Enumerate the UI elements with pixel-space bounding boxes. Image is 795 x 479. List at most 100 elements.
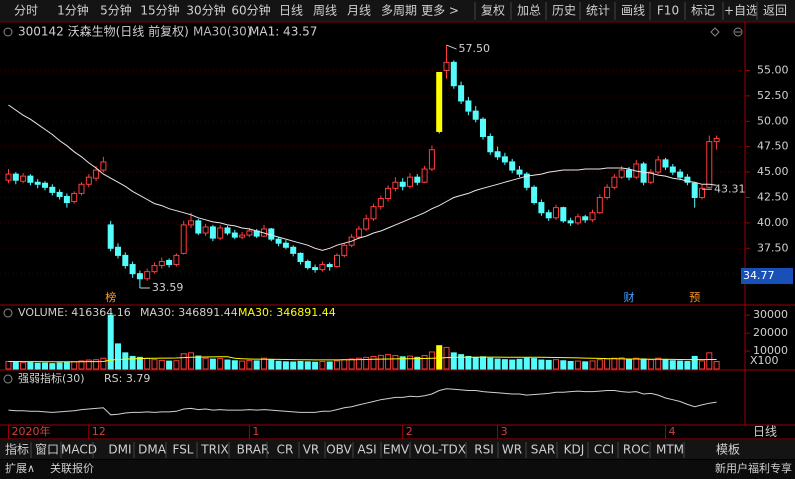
toolbar-action[interactable]: F10: [657, 4, 679, 18]
footer-promo[interactable]: 新用户福利专享: [715, 461, 792, 475]
candle-body: [706, 141, 713, 188]
toolbar-tab[interactable]: 多周期: [381, 4, 417, 18]
candle-body: [129, 264, 136, 275]
toolbar-action[interactable]: 返回: [763, 4, 787, 18]
candle-body: [538, 202, 545, 214]
candle-body: [42, 182, 48, 188]
x-tick-label: 4: [669, 425, 676, 438]
candle-body: [71, 192, 78, 203]
indicator-tab[interactable]: OBV: [326, 443, 352, 457]
candle-body: [699, 187, 705, 198]
candle-body: [545, 212, 552, 219]
indicator-tab[interactable]: VOL-TDX: [414, 443, 466, 457]
indicator-tab[interactable]: TRIX: [200, 443, 228, 457]
candle-body: [282, 242, 289, 248]
footer-link[interactable]: 关联报价: [50, 461, 94, 475]
indicator-tab[interactable]: MACD: [61, 443, 97, 457]
candle-body: [596, 196, 603, 214]
toolbar-tab[interactable]: 更多 >: [421, 4, 459, 18]
event-marker[interactable]: 预: [689, 291, 700, 304]
toolbar-tab[interactable]: 30分钟: [186, 3, 225, 18]
candle-body: [180, 224, 187, 254]
volume-bar: [188, 352, 194, 370]
candle-body: [224, 227, 231, 234]
volume-bar: [129, 355, 136, 370]
toolbar-tab[interactable]: 分时: [14, 4, 38, 18]
event-marker[interactable]: 榜: [105, 290, 116, 304]
volume-bar: [275, 360, 282, 370]
volume-title: VOLUME: 416364.16: [18, 306, 131, 319]
indicator-tab[interactable]: WR: [502, 443, 522, 457]
volume-bar: [282, 361, 289, 370]
volume-bar: [341, 359, 348, 370]
candle-body: [158, 260, 165, 267]
toolbar-action[interactable]: 标记: [691, 4, 715, 18]
volume-bar: [647, 359, 654, 370]
y-tick-label: 50.00: [757, 114, 789, 127]
annotation-leader: [446, 44, 457, 50]
volume-bar: [706, 352, 713, 370]
volume-bar: [217, 358, 224, 370]
toolbar-action[interactable]: 加总: [517, 4, 541, 18]
volume-bar: [180, 353, 187, 370]
indicator-tab[interactable]: FSL: [173, 443, 194, 457]
volume-bar: [319, 360, 326, 370]
indicator-tab[interactable]: MTM: [656, 443, 684, 457]
indicator-tab[interactable]: VR: [303, 443, 320, 457]
indicator-tab[interactable]: SAR: [531, 443, 555, 457]
menu-icon[interactable]: [3, 308, 13, 318]
diamond-icon[interactable]: [710, 27, 720, 37]
toolbar-action[interactable]: 统计: [586, 4, 610, 18]
candle-body: [647, 171, 654, 183]
indicator-tab[interactable]: DMA: [138, 443, 167, 457]
indicator-tab[interactable]: CCI: [594, 443, 614, 457]
candle-body: [231, 232, 238, 238]
event-marker[interactable]: 财: [624, 290, 635, 304]
indicator-tab[interactable]: ASI: [357, 443, 376, 457]
volume-bar: [465, 355, 472, 370]
toolbar-action[interactable]: +自选: [724, 4, 758, 18]
indicator-tab[interactable]: RSI: [474, 443, 494, 457]
indicator-tab[interactable]: EMV: [383, 443, 410, 457]
indicator-name: MA30(30): [193, 25, 251, 39]
candle-body: [363, 218, 370, 230]
footer-link[interactable]: 扩展∧: [5, 461, 35, 475]
menu-icon[interactable]: [3, 374, 13, 384]
volume-bar: [334, 360, 340, 370]
zoom-icon[interactable]: [733, 27, 743, 37]
toolbar-action[interactable]: 历史: [552, 4, 576, 18]
toolbar-tab[interactable]: 月线: [347, 4, 371, 18]
volume-bar: [655, 357, 662, 370]
indicator-tab[interactable]: ROC: [623, 443, 649, 457]
indicator-tab[interactable]: 指标: [5, 442, 29, 457]
candle-body: [144, 271, 151, 280]
indicator-tab[interactable]: DMI: [108, 443, 131, 457]
candle-body: [355, 228, 362, 238]
indicator-tab[interactable]: 窗口: [35, 443, 59, 457]
volume-bar: [611, 357, 618, 370]
candle-body: [290, 246, 297, 254]
rs-line: [8, 388, 717, 416]
template-tab[interactable]: 模板: [716, 443, 740, 457]
toolbar-action[interactable]: 复权: [481, 4, 505, 18]
volume-bar: [246, 359, 253, 370]
toolbar-tab[interactable]: 15分钟: [140, 3, 179, 18]
volume-bar: [574, 360, 581, 370]
volume-bar: [414, 356, 421, 370]
toolbar-tab[interactable]: 60分钟: [231, 3, 270, 18]
indicator-tab[interactable]: CR: [277, 443, 294, 457]
candle-body: [684, 176, 691, 183]
toolbar-tab[interactable]: 1分钟: [57, 3, 89, 18]
toolbar-tab[interactable]: 周线: [313, 4, 337, 18]
volume-bar: [312, 361, 319, 370]
indicator-tab[interactable]: BRAR: [237, 443, 270, 457]
menu-icon[interactable]: [3, 27, 13, 37]
indicator-tab[interactable]: KDJ: [564, 443, 585, 457]
toolbar-action[interactable]: 画线: [621, 4, 645, 18]
toolbar-tab[interactable]: 5分钟: [100, 3, 132, 18]
volume-bar: [545, 359, 552, 370]
volume-bar: [71, 361, 78, 370]
toolbar-tab[interactable]: 日线: [279, 4, 303, 18]
indicator-value: MA1: 43.57: [249, 25, 317, 39]
